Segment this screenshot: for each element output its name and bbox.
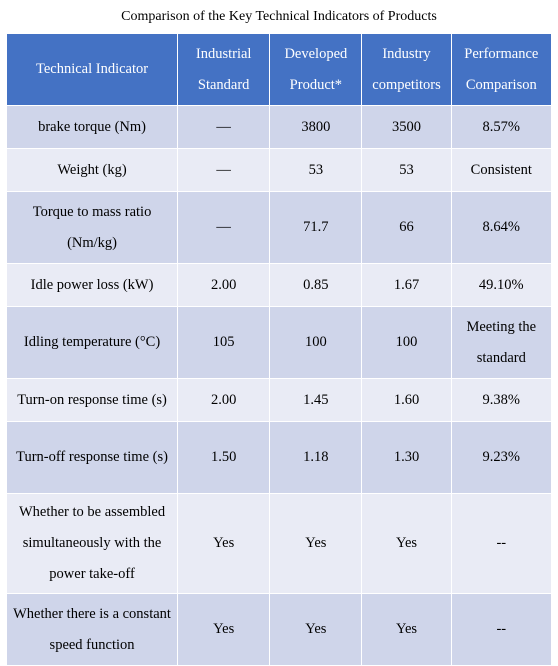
standard-cell: — bbox=[177, 105, 271, 149]
product-cell: Yes bbox=[269, 593, 363, 666]
comparison-cell: -- bbox=[450, 593, 553, 666]
standard-cell: 2.00 bbox=[177, 378, 271, 422]
competitor-cell: 1.67 bbox=[361, 263, 452, 307]
table-row: Torque to mass ratio (Nm/kg) — 71.7 66 8… bbox=[5, 191, 553, 264]
comparison-cell: 9.38% bbox=[450, 378, 553, 422]
indicator-cell: Idling temperature (°C) bbox=[5, 306, 179, 379]
table-row: Idling temperature (°C) 105 100 100 Meet… bbox=[5, 306, 553, 379]
standard-cell: 105 bbox=[177, 306, 271, 379]
header-industrial-standard: Industrial Standard bbox=[177, 33, 271, 106]
table-row: Weight (kg) — 53 53 Consistent bbox=[5, 148, 553, 192]
indicator-comparison-table: Technical Indicator Industrial Standard … bbox=[5, 33, 553, 666]
standard-cell: — bbox=[177, 148, 271, 192]
table-row: Whether there is a constant speed functi… bbox=[5, 593, 553, 666]
product-cell: 1.45 bbox=[269, 378, 363, 422]
indicator-cell: Weight (kg) bbox=[5, 148, 179, 192]
product-cell: 100 bbox=[269, 306, 363, 379]
indicator-cell: brake torque (Nm) bbox=[5, 105, 179, 149]
header-technical-indicator: Technical Indicator bbox=[5, 33, 179, 106]
comparison-cell: 8.64% bbox=[450, 191, 553, 264]
indicator-cell: Whether there is a constant speed functi… bbox=[5, 593, 179, 666]
table-row: Turn-off response time (s) 1.50 1.18 1.3… bbox=[5, 421, 553, 494]
table-row: Whether to be assembled simultaneously w… bbox=[5, 493, 553, 594]
standard-cell: Yes bbox=[177, 593, 271, 666]
table-row: brake torque (Nm) — 3800 3500 8.57% bbox=[5, 105, 553, 149]
competitor-cell: 3500 bbox=[361, 105, 452, 149]
table-row: Idle power loss (kW) 2.00 0.85 1.67 49.1… bbox=[5, 263, 553, 307]
indicator-cell: Whether to be assembled simultaneously w… bbox=[5, 493, 179, 594]
table-row: Turn-on response time (s) 2.00 1.45 1.60… bbox=[5, 378, 553, 422]
header-industry-competitors: Industry competitors bbox=[361, 33, 452, 106]
header-developed-product: Developed Product* bbox=[269, 33, 363, 106]
product-cell: 3800 bbox=[269, 105, 363, 149]
header-row: Technical Indicator Industrial Standard … bbox=[5, 33, 553, 106]
indicator-cell: Turn-on response time (s) bbox=[5, 378, 179, 422]
product-cell: 1.18 bbox=[269, 421, 363, 494]
standard-cell: — bbox=[177, 191, 271, 264]
table-caption: Comparison of the Key Technical Indicato… bbox=[121, 9, 437, 24]
competitor-cell: 1.30 bbox=[361, 421, 452, 494]
competitor-cell: 1.60 bbox=[361, 378, 452, 422]
standard-cell: 2.00 bbox=[177, 263, 271, 307]
competitor-cell: Yes bbox=[361, 593, 452, 666]
competitor-cell: Yes bbox=[361, 493, 452, 594]
indicator-cell: Idle power loss (kW) bbox=[5, 263, 179, 307]
standard-cell: Yes bbox=[177, 493, 271, 594]
comparison-cell: -- bbox=[450, 493, 553, 594]
indicator-cell: Turn-off response time (s) bbox=[5, 421, 179, 494]
comparison-cell: 8.57% bbox=[450, 105, 553, 149]
product-cell: 71.7 bbox=[269, 191, 363, 264]
header-performance-comparison: Performance Comparison bbox=[450, 33, 553, 106]
competitor-cell: 66 bbox=[361, 191, 452, 264]
comparison-cell: 49.10% bbox=[450, 263, 553, 307]
comparison-cell: Consistent bbox=[450, 148, 553, 192]
comparison-cell: Meeting the standard bbox=[450, 306, 553, 379]
competitor-cell: 100 bbox=[361, 306, 452, 379]
indicator-cell: Torque to mass ratio (Nm/kg) bbox=[5, 191, 179, 264]
product-cell: 53 bbox=[269, 148, 363, 192]
competitor-cell: 53 bbox=[361, 148, 452, 192]
standard-cell: 1.50 bbox=[177, 421, 271, 494]
product-cell: Yes bbox=[269, 493, 363, 594]
comparison-cell: 9.23% bbox=[450, 421, 553, 494]
product-cell: 0.85 bbox=[269, 263, 363, 307]
